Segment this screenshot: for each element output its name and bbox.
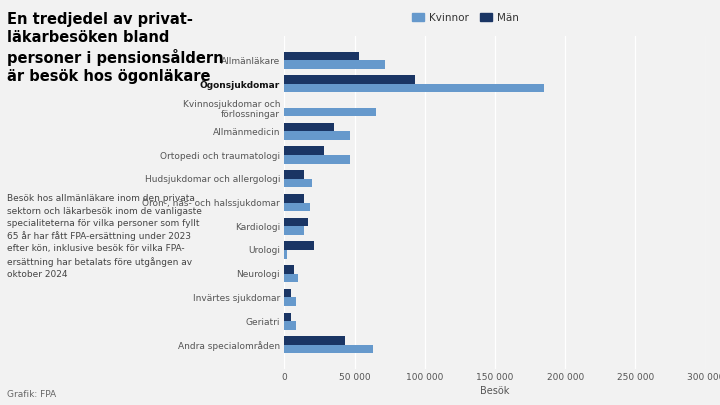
Bar bbox=[284, 265, 294, 274]
Bar bbox=[284, 179, 312, 187]
Legend: Kvinnor, Män: Kvinnor, Män bbox=[408, 9, 523, 27]
Text: Grafik: FPA: Grafik: FPA bbox=[7, 390, 56, 399]
Bar bbox=[284, 345, 373, 354]
Bar bbox=[284, 289, 292, 297]
Bar bbox=[284, 241, 314, 250]
Bar bbox=[284, 313, 292, 321]
Bar bbox=[284, 60, 385, 68]
Bar bbox=[284, 218, 308, 226]
Bar bbox=[284, 274, 299, 282]
Bar bbox=[284, 147, 324, 155]
Bar bbox=[284, 250, 287, 258]
Bar bbox=[284, 75, 415, 84]
Text: En tredjedel av privat-
läkarbesöken bland
personer i pensionsåldern
är besök ho: En tredjedel av privat- läkarbesöken bla… bbox=[7, 12, 224, 84]
X-axis label: Besök: Besök bbox=[480, 386, 510, 396]
Bar bbox=[284, 84, 544, 92]
Bar bbox=[284, 155, 351, 164]
Bar bbox=[284, 123, 333, 131]
Bar bbox=[284, 108, 376, 116]
Bar bbox=[284, 194, 304, 202]
Bar bbox=[284, 337, 345, 345]
Bar bbox=[284, 297, 296, 306]
Bar bbox=[284, 202, 310, 211]
Bar bbox=[284, 131, 351, 140]
Bar bbox=[284, 226, 304, 235]
Text: Besök hos allmänläkare inom den privata
sektorn och läkarbesök inom de vanligast: Besök hos allmänläkare inom den privata … bbox=[7, 194, 202, 279]
Bar bbox=[284, 321, 296, 330]
Bar bbox=[284, 170, 304, 179]
Bar bbox=[284, 51, 359, 60]
